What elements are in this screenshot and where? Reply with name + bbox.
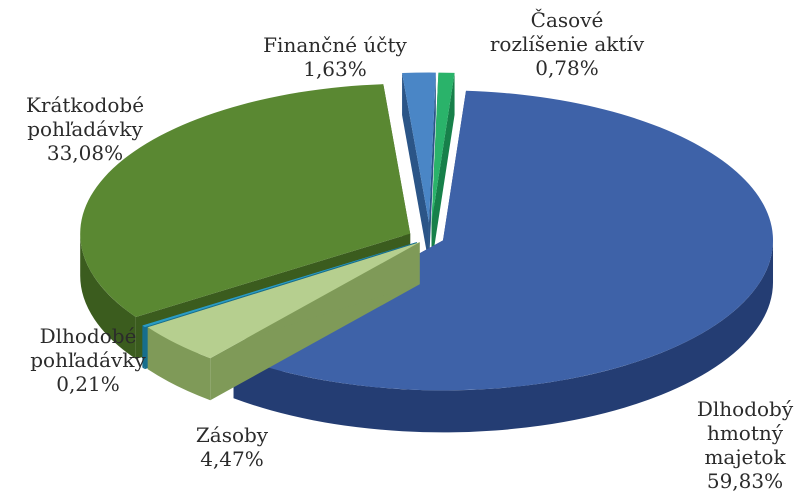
data-label-name: Krátkodobé [26, 93, 144, 117]
slice-side-kratkodobe-pohladavky [80, 233, 136, 360]
data-label-name: Finančné účty [263, 33, 407, 57]
slice-top-kratkodobe-pohladavky [80, 84, 411, 318]
slice-top-dlhodoby-hmotny-majetok [233, 90, 774, 391]
slice-side-dlhodoby-hmotny-majetok [233, 240, 774, 433]
slice-top-financne-ucty [402, 72, 436, 223]
data-label-value: 1,63% [303, 57, 367, 81]
data-label-value: 0,21% [56, 372, 120, 396]
labels-layer: Dlhodobý hmotný majetok 59,83% Zásoby 4,47% Dl… [26, 7, 794, 493]
data-label-casove-rozlisenie-aktiv: Časové rozlíšenie aktív 0,78% [490, 7, 645, 80]
data-label-value: 33,08% [47, 141, 123, 165]
data-label-financne-ucty: Finančné účty 1,63% [263, 33, 407, 81]
data-label-name: pohľadávky [27, 117, 143, 141]
slice-zasoby [147, 242, 420, 401]
data-label-dlhodoby-hmotny-majetok: Dlhodobý hmotný majetok 59,83% [697, 397, 794, 493]
data-label-name: Zásoby [196, 423, 269, 447]
slice-top-zasoby [147, 242, 420, 359]
data-label-value: 59,83% [707, 469, 783, 493]
data-label-name: Dlhodobý [697, 397, 794, 421]
data-label-name: pohľadávky [30, 348, 146, 372]
slice-casove-rozlisenie-aktiv [431, 72, 455, 265]
data-label-name: hmotný [707, 421, 784, 445]
data-label-value: 0,78% [535, 56, 599, 80]
slice-edge-casove-rozlisenie-aktiv-1 [431, 72, 455, 265]
data-label-name: Dlhodobé [40, 324, 137, 348]
data-label-dlhodobe-pohladavky: Dlhodobé pohľadávky 0,21% [30, 324, 146, 396]
slice-side-dlhodobe-pohladavky [142, 325, 145, 370]
data-label-name: Časové [531, 7, 604, 32]
data-label-name: rozlíšenie aktív [490, 32, 645, 56]
data-label-value: 4,47% [200, 447, 264, 471]
slice-edge-financne-ucty-1 [428, 72, 436, 265]
slices-layer [80, 72, 774, 433]
slice-edge-financne-ucty-0 [402, 73, 429, 265]
slice-side-zasoby [147, 327, 211, 401]
slice-financne-ucty [402, 72, 436, 265]
data-label-kratkodobe-pohladavky: Krátkodobé pohľadávky 33,08% [26, 93, 144, 165]
slice-top-dlhodobe-pohladavky [142, 242, 417, 328]
data-label-name: majetok [704, 445, 786, 469]
data-label-zasoby: Zásoby 4,47% [196, 423, 269, 471]
slice-top-casove-rozlisenie-aktiv [431, 72, 455, 223]
